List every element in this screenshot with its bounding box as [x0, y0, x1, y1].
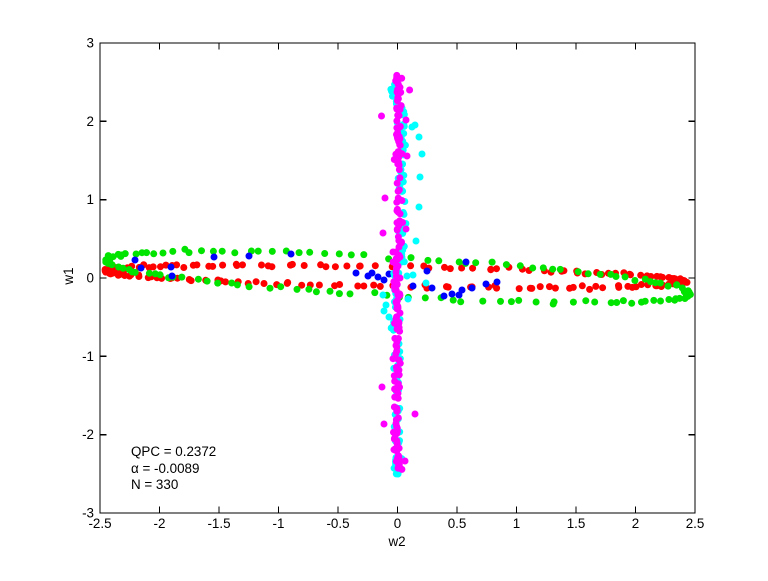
svg-text:1.5: 1.5 [567, 516, 586, 531]
svg-text:-3: -3 [82, 506, 94, 521]
svg-text:w1: w1 [61, 267, 76, 285]
svg-text:1: 1 [513, 516, 520, 531]
svg-text:-0.5: -0.5 [326, 516, 349, 531]
svg-text:α = -0.0089: α = -0.0089 [131, 461, 199, 476]
svg-text:-1: -1 [82, 349, 94, 364]
svg-text:-1.5: -1.5 [207, 516, 230, 531]
svg-text:w2: w2 [387, 534, 405, 549]
svg-text:2: 2 [87, 114, 94, 129]
svg-text:N = 330: N = 330 [131, 477, 178, 492]
svg-text:2.5: 2.5 [686, 516, 705, 531]
svg-text:0: 0 [87, 271, 94, 286]
svg-text:2: 2 [632, 516, 639, 531]
svg-text:-2: -2 [154, 516, 166, 531]
svg-text:0: 0 [394, 516, 401, 531]
svg-text:-2.5: -2.5 [88, 516, 111, 531]
svg-text:-1: -1 [273, 516, 285, 531]
svg-text:0.5: 0.5 [448, 516, 467, 531]
svg-text:QPC = 0.2372: QPC = 0.2372 [131, 444, 216, 459]
svg-text:1: 1 [87, 192, 94, 207]
svg-text:-2: -2 [82, 427, 94, 442]
svg-text:3: 3 [87, 36, 94, 51]
